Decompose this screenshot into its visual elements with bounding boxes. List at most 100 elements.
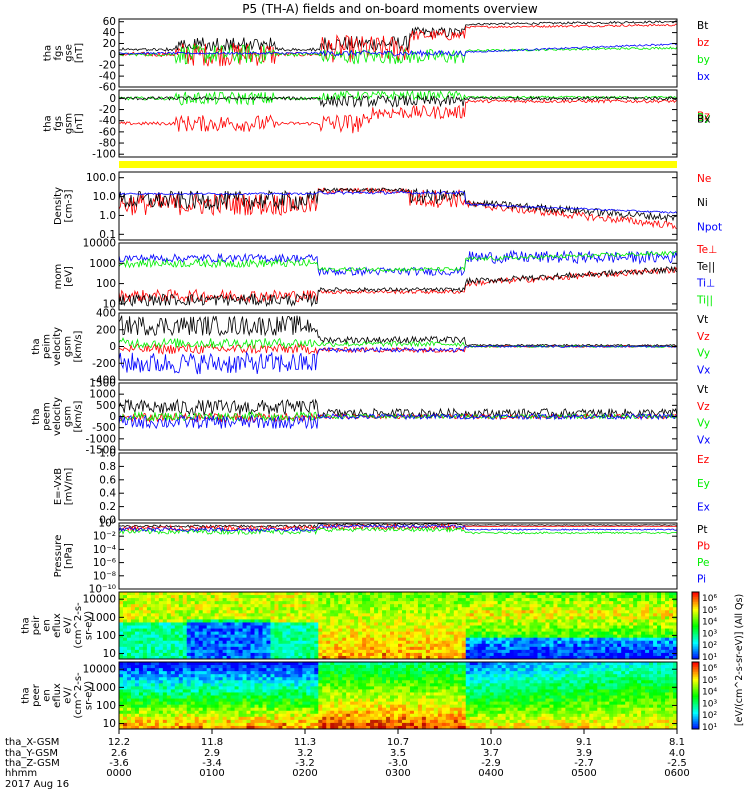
heatmap-cell <box>186 628 192 632</box>
heatmap-cell <box>119 674 124 678</box>
heatmap-cell <box>222 652 228 657</box>
heatmap-cell <box>533 604 538 608</box>
legend-pressure-2: Pe <box>697 557 709 569</box>
heatmap-cell <box>154 716 160 721</box>
heatmap-cell <box>162 655 168 660</box>
heatmap-cell <box>521 655 526 660</box>
heatmap-cell <box>190 601 196 605</box>
heatmap-cell <box>286 637 291 642</box>
heatmap-cell <box>541 610 546 614</box>
heatmap-cell <box>449 640 455 645</box>
heatmap-cell <box>186 634 192 639</box>
heatmap-cell <box>330 668 335 672</box>
heatmap-cell <box>501 649 507 654</box>
heatmap-cell <box>350 646 355 651</box>
heatmap-cell <box>417 625 423 629</box>
heatmap-cell <box>318 595 323 599</box>
heatmap-cell <box>182 616 188 620</box>
heatmap-cell <box>609 592 614 596</box>
heatmap-cell <box>158 713 164 718</box>
heatmap-cell <box>661 634 666 639</box>
heatmap-cell <box>509 637 514 642</box>
heatmap-cell <box>158 725 164 730</box>
heatmap-cell <box>398 692 403 696</box>
heatmap-cell <box>198 677 204 681</box>
heatmap-cell <box>378 668 383 672</box>
heatmap-cell <box>378 662 383 666</box>
heatmap-cell <box>182 592 188 596</box>
heatmap-cell <box>270 674 275 678</box>
heatmap-cell <box>130 719 136 724</box>
heatmap-cell <box>346 707 351 712</box>
heatmap-cell <box>366 719 371 724</box>
heatmap-cell <box>214 610 220 614</box>
heatmap-cell <box>374 598 379 602</box>
heatmap-cell <box>382 713 387 718</box>
heatmap-cell <box>429 628 435 632</box>
heatmap-cell <box>286 671 291 675</box>
heatmap-cell <box>230 595 235 599</box>
heatmap-cell <box>198 598 204 602</box>
heatmap-cell <box>350 701 355 706</box>
heatmap-cell <box>166 616 172 620</box>
heatmap-cell <box>346 716 351 721</box>
heatmap-cell <box>390 634 395 639</box>
heatmap-cell <box>266 680 271 684</box>
heatmap-cell <box>669 649 674 654</box>
heatmap-cell <box>194 607 200 611</box>
heatmap-cell <box>190 671 196 675</box>
heatmap-cell <box>138 695 144 699</box>
heatmap-cell <box>126 601 132 605</box>
heatmap-cell <box>669 610 674 614</box>
heatmap-cell <box>162 716 168 721</box>
heatmap-cell <box>202 598 208 602</box>
heatmap-cell <box>374 698 379 702</box>
heatmap-cell <box>401 665 407 669</box>
heatmap-cell <box>629 634 634 639</box>
heatmap-cell <box>238 634 243 639</box>
heatmap-cell <box>350 671 355 675</box>
heatmap-cell <box>254 662 259 666</box>
heatmap-cell <box>597 646 602 651</box>
heatmap-cell <box>186 680 192 684</box>
heatmap-cell <box>314 604 319 608</box>
heatmap-cell <box>178 619 184 623</box>
heatmap-cell <box>154 713 160 718</box>
heatmap-cell <box>178 710 184 715</box>
heatmap-cell <box>158 655 164 660</box>
y-tick-label: -500 <box>92 422 116 434</box>
heatmap-cell <box>158 704 164 709</box>
heatmap-cell <box>529 634 534 639</box>
heatmap-cell <box>166 671 172 675</box>
heatmap-cell <box>326 601 331 605</box>
heatmap-cell <box>565 607 570 611</box>
heatmap-cell <box>390 713 395 718</box>
heatmap-cell <box>186 643 192 648</box>
heatmap-cell <box>230 622 235 626</box>
heatmap-cell <box>386 595 391 599</box>
heatmap-cell <box>350 677 355 681</box>
heatmap-cell <box>374 680 379 684</box>
heatmap-cell <box>222 707 228 712</box>
heatmap-cell <box>342 616 347 620</box>
heatmap-cell <box>242 619 247 623</box>
heatmap-cell <box>294 655 299 660</box>
heatmap-cell <box>154 692 160 696</box>
heatmap-cell <box>374 643 379 648</box>
heatmap-cell <box>390 677 395 681</box>
heatmap-cell <box>421 592 427 596</box>
heatmap-cell <box>154 698 160 702</box>
heatmap-cell <box>238 725 243 730</box>
heatmap-cell <box>182 625 188 629</box>
heatmap-cell <box>457 598 463 602</box>
heatmap-cell <box>477 640 483 645</box>
heatmap-cell <box>425 643 431 648</box>
heatmap-cell <box>613 637 618 642</box>
heatmap-cell <box>334 713 339 718</box>
heatmap-cell <box>557 616 562 620</box>
heatmap-cell <box>645 652 650 657</box>
heatmap-cell <box>549 595 554 599</box>
heatmap-cell <box>150 622 156 626</box>
heatmap-cell <box>413 677 419 681</box>
heatmap-cell <box>625 610 630 614</box>
